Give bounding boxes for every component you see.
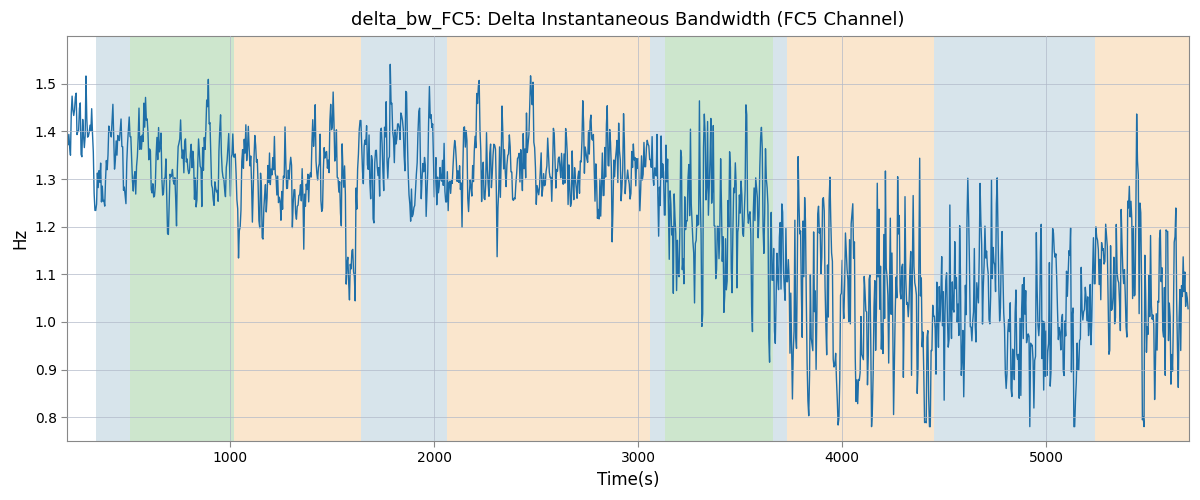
Bar — [665, 36, 773, 441]
Bar — [446, 36, 650, 441]
Bar — [1096, 36, 1189, 441]
Title: delta_bw_FC5: Delta Instantaneous Bandwidth (FC5 Channel): delta_bw_FC5: Delta Instantaneous Bandwi… — [352, 11, 905, 30]
Bar — [773, 36, 787, 441]
Bar — [934, 36, 1079, 441]
Bar — [787, 36, 934, 441]
Bar — [650, 36, 665, 441]
Bar — [96, 36, 131, 441]
Bar — [234, 36, 361, 441]
Y-axis label: Hz: Hz — [11, 228, 29, 249]
Bar — [361, 36, 446, 441]
Bar — [131, 36, 234, 441]
Bar — [1079, 36, 1096, 441]
X-axis label: Time(s): Time(s) — [596, 471, 659, 489]
